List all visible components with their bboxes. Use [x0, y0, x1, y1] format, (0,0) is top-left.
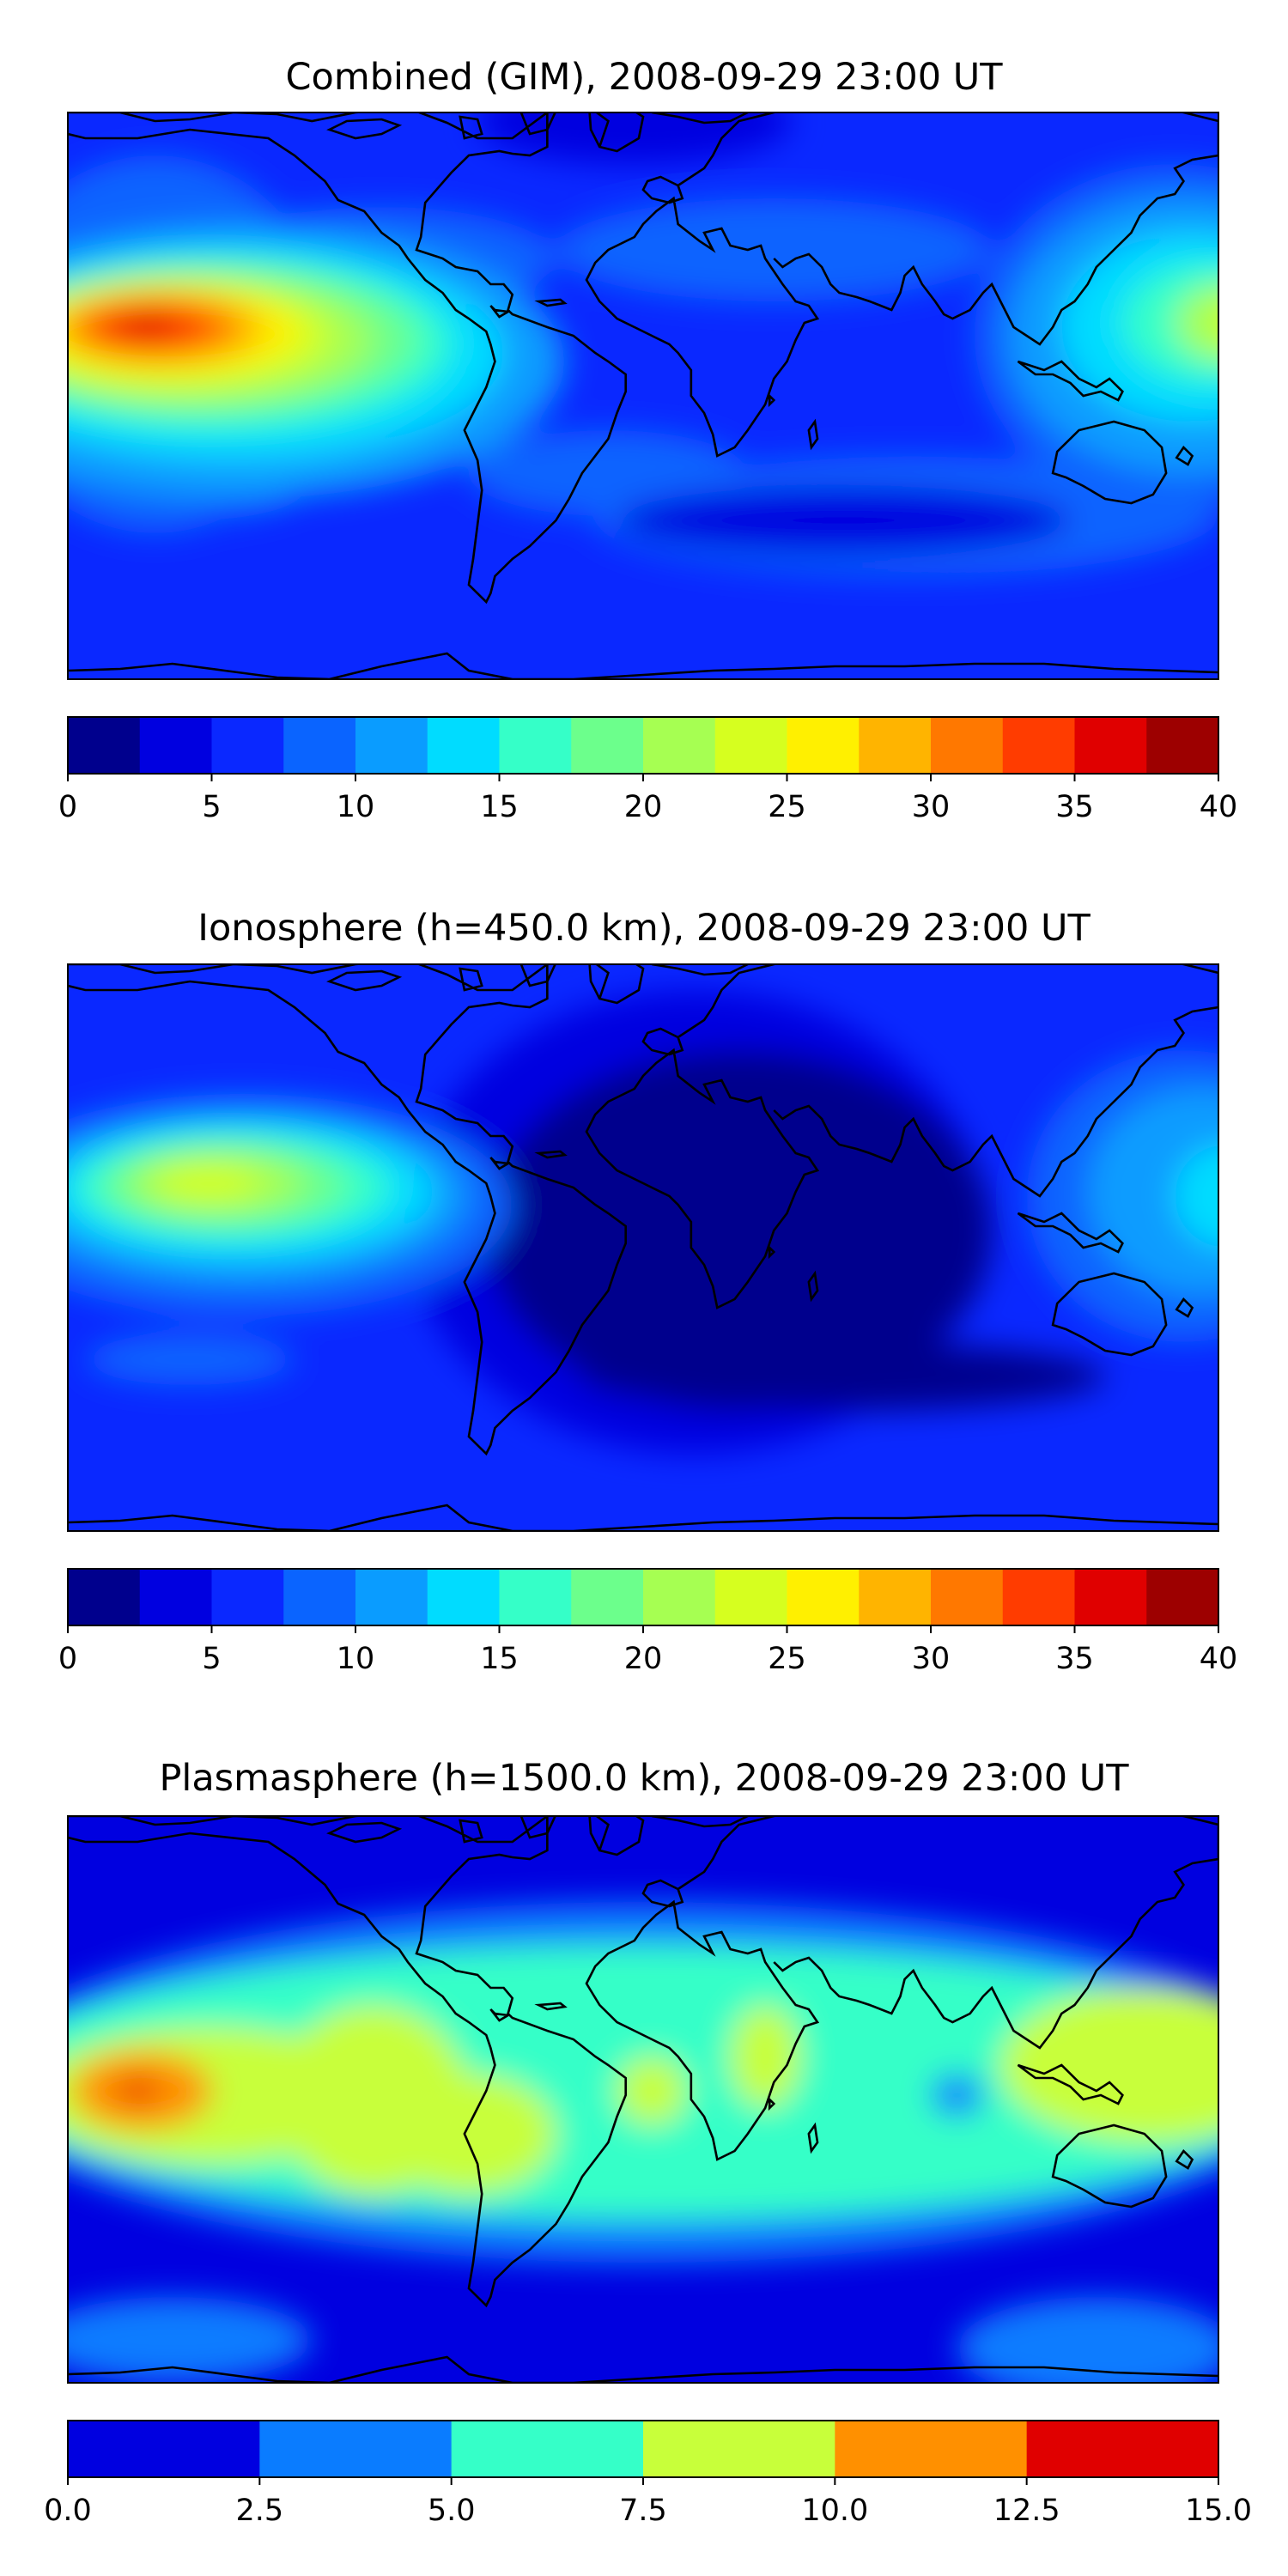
colorbar-2-tick-label: 35 — [1055, 1642, 1094, 1676]
colorbar-3-tick-label: 12.5 — [993, 2494, 1060, 2528]
colorbar-2-segment — [68, 1569, 141, 1625]
colorbar-3-tick-label: 0.0 — [44, 2494, 92, 2528]
colorbar-1-segment — [139, 717, 213, 774]
colorbar-1-tick-label: 30 — [912, 790, 951, 824]
colorbar-1-segment — [571, 717, 644, 774]
panel-3-frame — [67, 1815, 1219, 2384]
panel-3-map — [68, 1816, 1218, 2383]
colorbar-2-segment — [1146, 1569, 1219, 1625]
colorbar-2-tick-label: 20 — [624, 1642, 663, 1676]
colorbar-1-tick-label: 20 — [624, 790, 663, 824]
colorbar-1-tick-label: 25 — [768, 790, 806, 824]
colorbar-1-segment — [1002, 717, 1076, 774]
panel-1-frame — [67, 112, 1219, 680]
colorbar-2-segment — [571, 1569, 644, 1625]
colorbar-2-segment — [211, 1569, 284, 1625]
colorbar-3-segment — [835, 2421, 1028, 2477]
colorbar-3-segment — [68, 2421, 260, 2477]
colorbar-1-segment — [859, 717, 932, 774]
colorbar-2-segment — [787, 1569, 860, 1625]
panel-2-title: Ionosphere (h=450.0 km), 2008-09-29 23:0… — [197, 907, 1091, 950]
colorbar-1-segment — [211, 717, 284, 774]
colorbar-1-segment — [283, 717, 356, 774]
colorbar-2-segment — [714, 1569, 788, 1625]
colorbar-2-tick-label: 0 — [58, 1642, 77, 1676]
colorbar-1-tick-label: 40 — [1200, 790, 1238, 824]
panel-3-title: Plasmasphere (h=1500.0 km), 2008-09-29 2… — [159, 1757, 1129, 1800]
colorbar-2-segment — [859, 1569, 932, 1625]
colorbar-3-segment — [1026, 2421, 1219, 2477]
colorbar-1-segment — [787, 717, 860, 774]
panel-1-title: Combined (GIM), 2008-09-29 23:00 UT — [285, 56, 1003, 99]
colorbar-2-segment — [283, 1569, 356, 1625]
panel-1-map — [68, 112, 1218, 679]
panel-1-colorbar: 0 5 10 15 20 25 30 35 40 — [58, 716, 1238, 824]
colorbar-2-segment — [931, 1569, 1004, 1625]
panel-3-colorbar: 0.0 2.5 5.0 7.5 10.0 12.5 15.0 — [44, 2420, 1252, 2528]
colorbar-1-tick-label: 5 — [202, 790, 221, 824]
colorbar-1-tick-label: 35 — [1055, 790, 1094, 824]
colorbar-3-segment — [451, 2421, 644, 2477]
colorbar-1-segment — [355, 717, 428, 774]
colorbar-1-segment — [931, 717, 1004, 774]
colorbar-1-segment — [1074, 717, 1147, 774]
colorbar-1-segment — [427, 717, 501, 774]
colorbar-2-segment — [499, 1569, 572, 1625]
colorbar-3-segment — [259, 2421, 453, 2477]
colorbar-2-tick-label: 5 — [202, 1642, 221, 1676]
colorbar-1-segment — [68, 717, 141, 774]
colorbar-3-tick-label: 2.5 — [235, 2494, 283, 2528]
panel-3-field — [68, 1902, 1218, 2383]
colorbar-2-tick-label: 15 — [480, 1642, 519, 1676]
colorbar-1-tick-label: 0 — [58, 790, 77, 824]
panel-2-field — [68, 990, 1218, 1454]
colorbar-3-tick-label: 5.0 — [428, 2494, 476, 2528]
colorbar-2-segment — [1074, 1569, 1147, 1625]
colorbar-2-tick-label: 40 — [1200, 1642, 1238, 1676]
colorbar-3-segment — [643, 2421, 835, 2477]
colorbar-2-tick-label: 30 — [912, 1642, 951, 1676]
colorbar-3-tick-label: 10.0 — [801, 2494, 868, 2528]
colorbar-2-tick-label: 25 — [768, 1642, 806, 1676]
colorbar-1-segment — [643, 717, 716, 774]
panel-2-frame — [67, 963, 1219, 1532]
colorbar-2-tick-label: 10 — [337, 1642, 375, 1676]
colorbar-1-segment — [714, 717, 788, 774]
colorbar-2-segment — [1002, 1569, 1076, 1625]
colorbar-1-segment — [499, 717, 572, 774]
colorbar-1-tick-label: 15 — [480, 790, 519, 824]
panel-2-colorbar: 0 5 10 15 20 25 30 35 40 — [58, 1568, 1238, 1676]
colorbar-2-segment — [427, 1569, 501, 1625]
panel-1-field — [68, 112, 1218, 576]
colorbar-3-tick-label: 7.5 — [619, 2494, 667, 2528]
panel-2-map — [68, 964, 1218, 1531]
colorbar-1-tick-label: 10 — [337, 790, 375, 824]
colorbar-2-segment — [139, 1569, 213, 1625]
colorbar-2-segment — [355, 1569, 428, 1625]
colorbar-1-segment — [1146, 717, 1219, 774]
colorbar-2-segment — [643, 1569, 716, 1625]
colorbar-3-tick-label: 15.0 — [1185, 2494, 1252, 2528]
